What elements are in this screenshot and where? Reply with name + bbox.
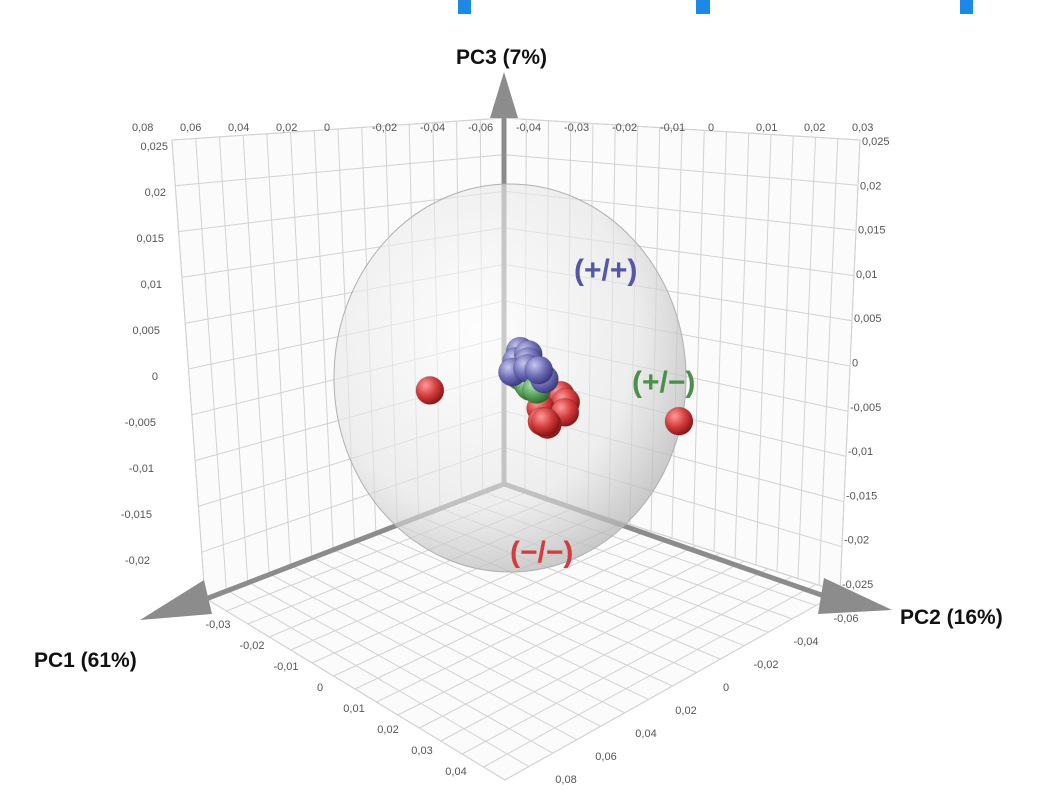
group-label-plus-minus: (+/−) <box>632 366 695 399</box>
pc2-arrow-icon <box>818 578 892 614</box>
back-top-tick-label: 0,03 <box>852 122 873 134</box>
pc3-right-tick-label: 0,015 <box>858 225 886 237</box>
group-label-minus-minus: (−/−) <box>510 536 573 569</box>
pc1-arrow-icon <box>140 580 212 620</box>
pc2-tick-label: 0,02 <box>675 705 696 717</box>
pc2-tick-label: -0,06 <box>833 613 858 625</box>
back-top-tick-label: 0 <box>708 122 714 134</box>
pc3-arrow-icon <box>490 72 518 118</box>
pc3-left-tick-label: 0,015 <box>136 233 164 245</box>
back-top-tick-label: 0,08 <box>132 122 153 134</box>
pc3-right-tick-label: 0,025 <box>862 136 890 148</box>
pc3-right-tick-label: -0,005 <box>850 402 881 414</box>
pc3-left-tick-label: 0,01 <box>141 279 162 291</box>
pc1-tick-label: -0,02 <box>239 640 264 652</box>
pc3-right-tick-label: -0,015 <box>846 490 877 502</box>
pc3-right-tick-label: -0,02 <box>844 535 869 547</box>
pc3-right-tick-label: 0 <box>852 358 858 370</box>
pc3-left-tick-label: 0,025 <box>140 141 168 153</box>
back-top-tick-label: -0,02 <box>612 122 637 134</box>
back-top-tick-label: -0,04 <box>516 122 541 134</box>
pc3-right-tick-label: 0,02 <box>860 180 881 192</box>
pc3-right-tick-label: -0,025 <box>842 579 873 591</box>
pc2-tick-label: 0,04 <box>635 728 656 740</box>
back-top-tick-label: 0,04 <box>228 122 249 134</box>
pc1-tick-label: -0,03 <box>205 619 230 631</box>
pc1-tick-label: 0,01 <box>343 703 364 715</box>
pc3-right-tick-label: 0,005 <box>854 313 882 325</box>
pc3-left-tick-label: -0,015 <box>121 509 152 521</box>
pc2-tick-label: 0,06 <box>595 751 616 763</box>
pc3-left-tick-label: -0,005 <box>125 417 156 429</box>
pc3-left-tick-label: -0,01 <box>129 463 154 475</box>
pc3-left-tick-label: -0,02 <box>125 555 150 567</box>
back-top-tick-label: -0,03 <box>564 122 589 134</box>
pc1-tick-label: 0,04 <box>445 766 466 778</box>
back-top-tick-label: -0,01 <box>660 122 685 134</box>
pc1-tick-label: 0,02 <box>377 724 398 736</box>
point-minus-minus <box>664 406 694 436</box>
data-points <box>415 336 694 440</box>
pc2-tick-label: 0,08 <box>555 774 576 786</box>
header-fragment <box>458 0 973 14</box>
point-minus-minus <box>531 407 560 437</box>
back-top-tick-label: -0,02 <box>372 122 397 134</box>
back-top-tick-label: 0,06 <box>180 122 201 134</box>
pc2-tick-label: -0,04 <box>793 636 818 648</box>
pc2-tick-label: -0,02 <box>753 659 778 671</box>
pc2-tick-label: 0 <box>723 682 729 694</box>
pc3-left-tick-label: 0,02 <box>145 187 166 199</box>
grid-floor <box>203 483 842 781</box>
point-minus-minus <box>415 375 445 405</box>
group-label-plus-plus: (+/+) <box>574 254 637 287</box>
tick-labels: 0,025 0,02 0,015 0,01 0,005 0 -0,005 -0,01 -0,01… <box>121 122 890 786</box>
pc2-axis-label: PC2 (16%) <box>900 606 1003 629</box>
pc1-tick-label: 0,03 <box>411 745 432 757</box>
pc1-axis-label: PC1 (61%) <box>34 649 137 672</box>
back-top-tick-label: 0,02 <box>276 122 297 134</box>
pc1-tick-label: 0 <box>317 682 323 694</box>
back-top-tick-label: 0,01 <box>756 122 777 134</box>
pc3-left-tick-label: 0,005 <box>132 325 160 337</box>
back-top-tick-label: 0 <box>324 122 330 134</box>
back-top-tick-label: 0,02 <box>804 122 825 134</box>
point-plus-plus <box>524 355 554 385</box>
pc3-right-tick-label: -0,01 <box>848 446 873 458</box>
back-top-tick-label: -0,04 <box>420 122 445 134</box>
back-top-tick-label: -0,06 <box>468 122 493 134</box>
pc1-tick-label: -0,01 <box>273 661 298 673</box>
pc3-axis-label: PC3 (7%) <box>456 46 547 69</box>
pc3-right-tick-label: 0,01 <box>856 269 877 281</box>
pc3-left-tick-label: 0 <box>152 371 158 383</box>
